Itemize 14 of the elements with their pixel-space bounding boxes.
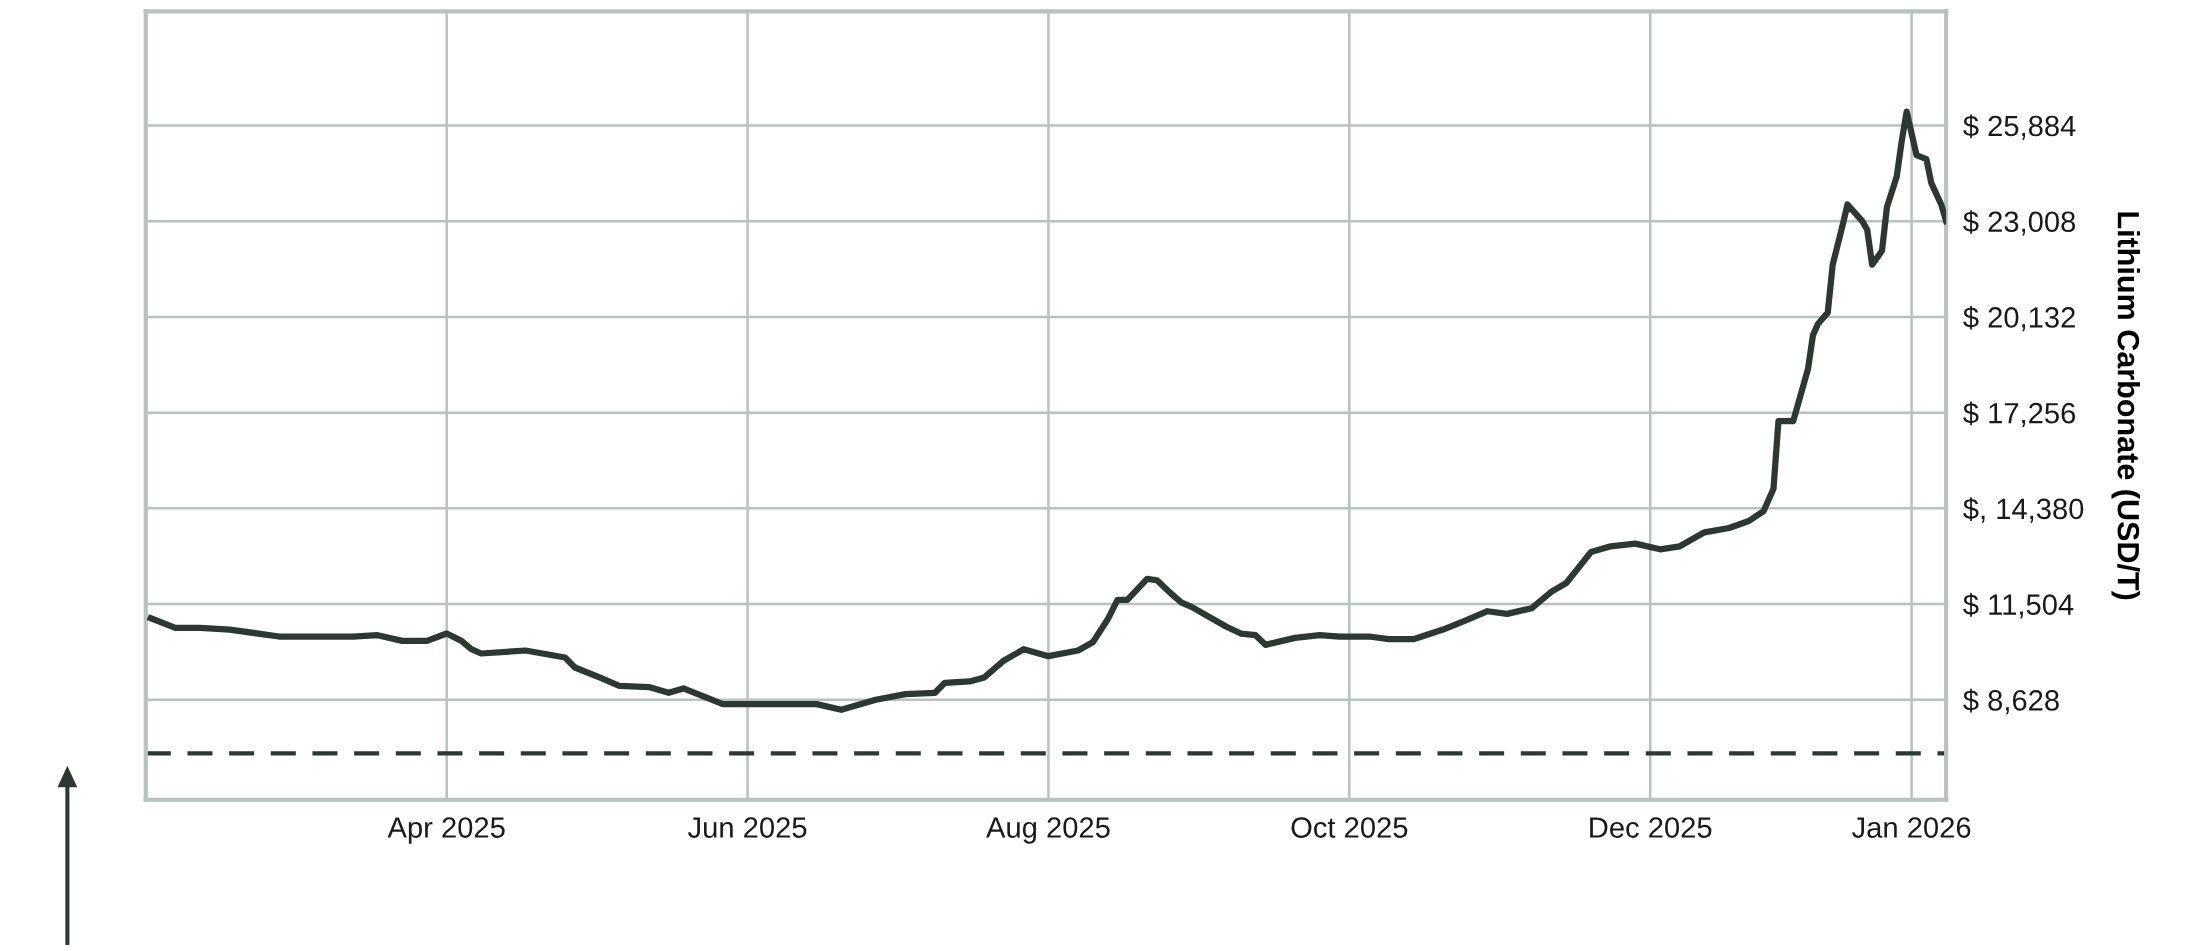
x-tick-label: Oct 2025 — [1291, 817, 1408, 838]
x-tick-label: Dec 2025 — [1590, 817, 1712, 838]
x-tick-label: Jun 2025 — [688, 817, 807, 838]
y-tick-label: $ 25,884 — [1963, 114, 2076, 140]
y-tick-label: $ 23,008 — [1963, 210, 2076, 236]
y-tick-label: $ 11,504 — [1963, 593, 2074, 619]
y-tick-label: $, 14,380 — [1963, 497, 2084, 523]
y-axis-title: Lithium Carbonate (USD/T) — [2111, 212, 2140, 600]
y-tick-label: $ 17,256 — [1963, 401, 2076, 427]
y-tick-label: $ 8,628 — [1963, 688, 2059, 715]
x-tick-label: Apr 2025 — [387, 817, 505, 844]
y-tick-label: $ 20,132 — [1963, 305, 2075, 332]
x-tick-label: Aug 2025 — [986, 817, 1110, 844]
x-tick-label: Jan 2026 — [1852, 817, 1971, 838]
